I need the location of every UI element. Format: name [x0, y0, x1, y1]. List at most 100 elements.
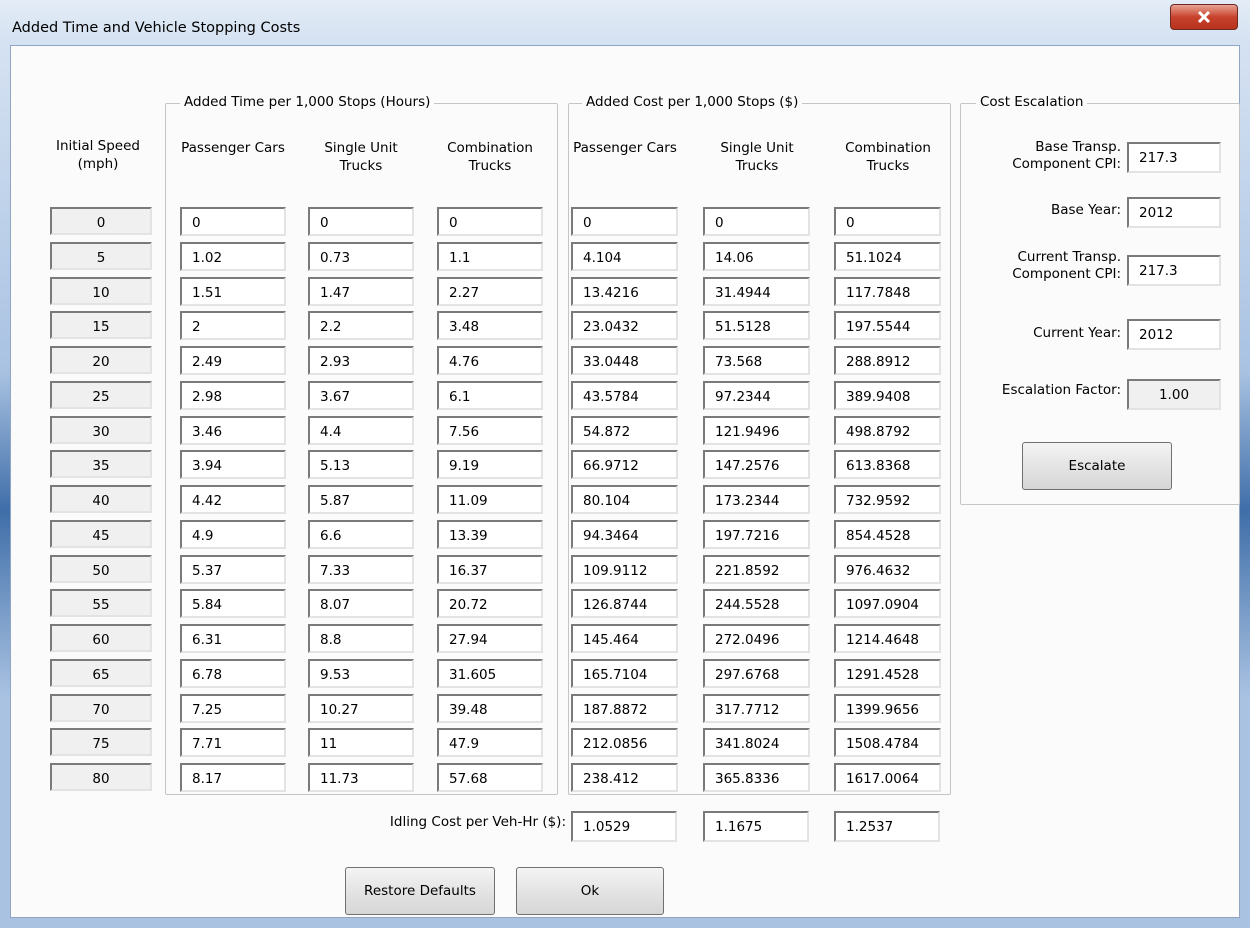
time-input[interactable]: 0: [180, 207, 286, 236]
time-input[interactable]: 2.49: [180, 346, 286, 375]
time-input[interactable]: 4.42: [180, 485, 286, 514]
time-input[interactable]: 5.84: [180, 589, 286, 619]
cost-input[interactable]: 0: [834, 207, 941, 236]
time-input[interactable]: 1.02: [180, 241, 286, 271]
idling-input[interactable]: 1.1675: [703, 811, 809, 842]
restore-button[interactable]: Restore Defaults: [345, 867, 495, 915]
time-input[interactable]: 3.46: [180, 415, 286, 445]
escalation-input[interactable]: 2012: [1127, 197, 1221, 228]
cost-input[interactable]: 317.7712: [703, 693, 810, 723]
cost-input[interactable]: 1214.4648: [834, 624, 941, 653]
time-input[interactable]: 2: [180, 311, 286, 341]
time-input[interactable]: 1.51: [180, 276, 286, 306]
time-input[interactable]: 39.48: [437, 693, 543, 723]
ok-button[interactable]: Ok: [516, 867, 664, 915]
cost-input[interactable]: 0: [703, 207, 810, 236]
time-input[interactable]: 8.17: [180, 763, 286, 792]
cost-input[interactable]: 1508.4784: [834, 728, 941, 758]
cost-input[interactable]: 976.4632: [834, 554, 941, 584]
cost-input[interactable]: 126.8744: [571, 589, 678, 619]
cost-input[interactable]: 197.5544: [834, 311, 941, 341]
cost-input[interactable]: 187.8872: [571, 693, 678, 723]
cost-input[interactable]: 197.7216: [703, 519, 810, 549]
time-input[interactable]: 9.53: [308, 658, 414, 688]
time-input[interactable]: 0.73: [308, 241, 414, 271]
idling-input[interactable]: 1.0529: [571, 811, 677, 842]
cost-input[interactable]: 1097.0904: [834, 589, 941, 619]
escalate-button[interactable]: Escalate: [1022, 442, 1172, 490]
time-input[interactable]: 11.73: [308, 763, 414, 792]
cost-input[interactable]: 80.104: [571, 485, 678, 514]
time-input[interactable]: 1.1: [437, 241, 543, 271]
time-input[interactable]: 6.1: [437, 380, 543, 410]
cost-input[interactable]: 147.2576: [703, 450, 810, 480]
time-input[interactable]: 2.93: [308, 346, 414, 375]
cost-input[interactable]: 244.5528: [703, 589, 810, 619]
escalation-input[interactable]: 217.3: [1127, 142, 1221, 173]
cost-input[interactable]: 145.464: [571, 624, 678, 653]
cost-input[interactable]: 94.3464: [571, 519, 678, 549]
cost-input[interactable]: 221.8592: [703, 554, 810, 584]
cost-input[interactable]: 43.5784: [571, 380, 678, 410]
cost-input[interactable]: 109.9112: [571, 554, 678, 584]
time-input[interactable]: 7.33: [308, 554, 414, 584]
cost-input[interactable]: 31.4944: [703, 276, 810, 306]
cost-input[interactable]: 1617.0064: [834, 763, 941, 792]
cost-input[interactable]: 1399.9656: [834, 693, 941, 723]
time-input[interactable]: 0: [437, 207, 543, 236]
cost-input[interactable]: 341.8024: [703, 728, 810, 758]
time-input[interactable]: 8.8: [308, 624, 414, 653]
cost-input[interactable]: 33.0448: [571, 346, 678, 375]
cost-input[interactable]: 238.412: [571, 763, 678, 792]
time-input[interactable]: 10.27: [308, 693, 414, 723]
cost-input[interactable]: 365.8336: [703, 763, 810, 792]
cost-input[interactable]: 854.4528: [834, 519, 941, 549]
time-input[interactable]: 6.31: [180, 624, 286, 653]
time-input[interactable]: 20.72: [437, 589, 543, 619]
idling-input[interactable]: 1.2537: [834, 811, 940, 842]
cost-input[interactable]: 389.9408: [834, 380, 941, 410]
cost-input[interactable]: 212.0856: [571, 728, 678, 758]
cost-input[interactable]: 288.8912: [834, 346, 941, 375]
cost-input[interactable]: 51.1024: [834, 241, 941, 271]
cost-input[interactable]: 0: [571, 207, 678, 236]
cost-input[interactable]: 173.2344: [703, 485, 810, 514]
time-input[interactable]: 8.07: [308, 589, 414, 619]
time-input[interactable]: 7.71: [180, 728, 286, 758]
cost-input[interactable]: 66.9712: [571, 450, 678, 480]
time-input[interactable]: 1.47: [308, 276, 414, 306]
time-input[interactable]: 6.6: [308, 519, 414, 549]
time-input[interactable]: 31.605: [437, 658, 543, 688]
cost-input[interactable]: 117.7848: [834, 276, 941, 306]
cost-input[interactable]: 613.8368: [834, 450, 941, 480]
time-input[interactable]: 11.09: [437, 485, 543, 514]
time-input[interactable]: 2.2: [308, 311, 414, 341]
time-input[interactable]: 5.37: [180, 554, 286, 584]
cost-input[interactable]: 498.8792: [834, 415, 941, 445]
escalation-input[interactable]: 217.3: [1127, 255, 1221, 286]
time-input[interactable]: 3.67: [308, 380, 414, 410]
time-input[interactable]: 13.39: [437, 519, 543, 549]
cost-input[interactable]: 14.06: [703, 241, 810, 271]
cost-input[interactable]: 13.4216: [571, 276, 678, 306]
time-input[interactable]: 3.94: [180, 450, 286, 480]
cost-input[interactable]: 23.0432: [571, 311, 678, 341]
time-input[interactable]: 2.27: [437, 276, 543, 306]
time-input[interactable]: 27.94: [437, 624, 543, 653]
time-input[interactable]: 2.98: [180, 380, 286, 410]
cost-input[interactable]: 97.2344: [703, 380, 810, 410]
time-input[interactable]: 4.76: [437, 346, 543, 375]
close-button[interactable]: [1170, 4, 1238, 30]
time-input[interactable]: 4.9: [180, 519, 286, 549]
time-input[interactable]: 4.4: [308, 415, 414, 445]
time-input[interactable]: 9.19: [437, 450, 543, 480]
cost-input[interactable]: 732.9592: [834, 485, 941, 514]
cost-input[interactable]: 272.0496: [703, 624, 810, 653]
cost-input[interactable]: 73.568: [703, 346, 810, 375]
time-input[interactable]: 57.68: [437, 763, 543, 792]
cost-input[interactable]: 1291.4528: [834, 658, 941, 688]
cost-input[interactable]: 54.872: [571, 415, 678, 445]
time-input[interactable]: 3.48: [437, 311, 543, 341]
time-input[interactable]: 11: [308, 728, 414, 758]
time-input[interactable]: 5.87: [308, 485, 414, 514]
